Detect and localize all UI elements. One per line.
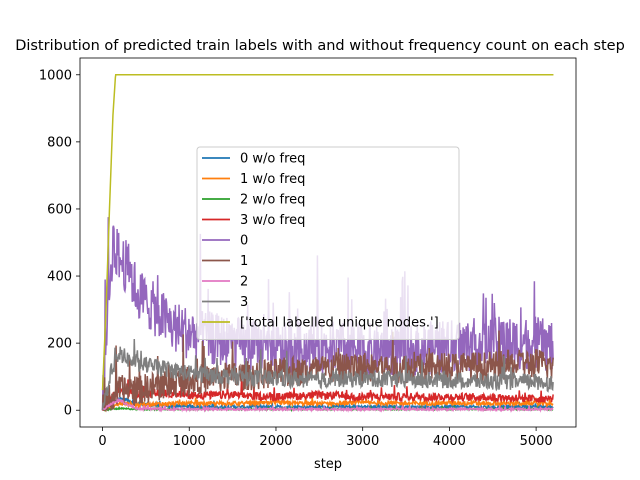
legend-label: 2 w/o freq <box>240 193 305 208</box>
series-line-7 <box>101 338 554 411</box>
legend-label: 3 <box>240 295 248 310</box>
legend-label: 2 <box>240 275 248 290</box>
y-tick-label: 200 <box>47 337 72 352</box>
legend-label: 3 w/o freq <box>240 213 305 228</box>
y-axis-ticks: 0 200 400 600 800 1000 <box>39 68 80 419</box>
y-tick-label: 800 <box>47 135 72 150</box>
legend-label: 0 <box>240 234 248 249</box>
legend-label: ['total labelled unique nodes.'] <box>240 316 439 331</box>
x-tick-label: 3000 <box>346 434 379 449</box>
legend: 0 w/o freq 1 w/o freq 2 w/o freq 3 w/o freq… <box>196 146 460 340</box>
legend-label: 0 w/o freq <box>240 152 305 167</box>
x-tick-label: 2000 <box>259 434 292 449</box>
legend-label: 1 <box>240 254 248 269</box>
x-axis-label: step <box>314 457 342 472</box>
series-line-8 <box>101 74 554 391</box>
y-tick-label: 400 <box>47 270 72 285</box>
series-line-6 <box>101 397 554 413</box>
x-tick-label: 1000 <box>173 434 206 449</box>
axes-frame <box>79 57 577 428</box>
series-line-0 <box>101 395 554 412</box>
x-axis-ticks: 0 1000 2000 3000 4000 5000 <box>98 427 553 449</box>
plot-lines <box>101 74 554 413</box>
series-line-3 <box>102 379 554 412</box>
y-tick-label: 0 <box>64 404 72 419</box>
x-tick-label: 5000 <box>520 434 553 449</box>
y-tick-label: 600 <box>47 202 72 217</box>
series-line-1 <box>101 396 554 413</box>
chart-title: Distribution of predicted train labels w… <box>15 38 625 54</box>
legend-label: 1 w/o freq <box>240 172 305 187</box>
x-tick-label: 0 <box>98 434 106 449</box>
series-line-5 <box>101 330 554 413</box>
y-tick-label: 1000 <box>39 68 72 83</box>
legend-box <box>196 146 460 340</box>
x-tick-label: 4000 <box>433 434 466 449</box>
